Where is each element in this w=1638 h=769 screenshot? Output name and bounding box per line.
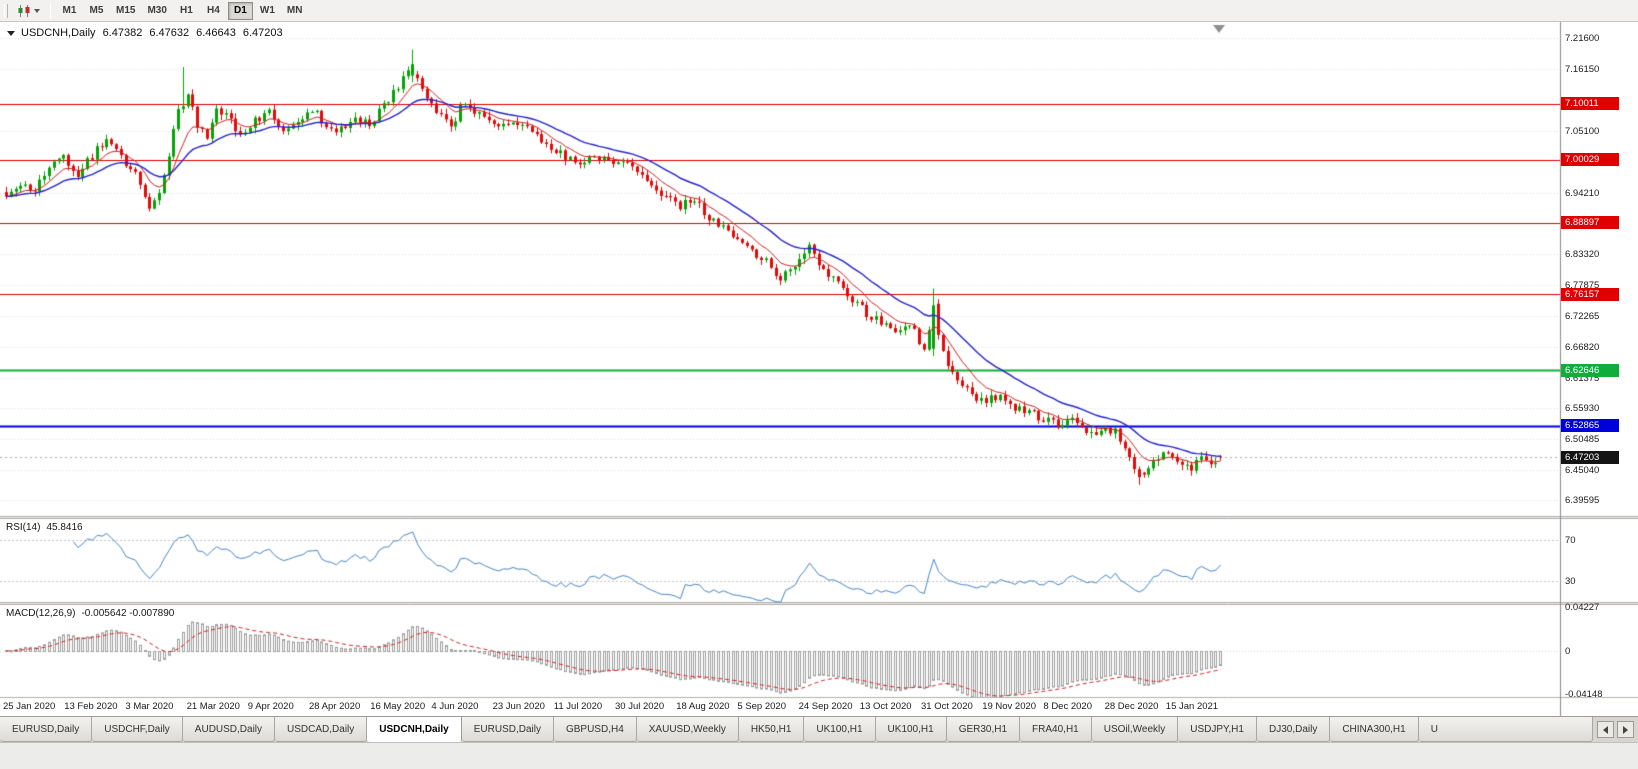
chart-tab-eurusd-daily[interactable]: EURUSD,Daily [0, 717, 93, 742]
timeframe-button-m30[interactable]: M30 [142, 2, 171, 20]
candlestick-chart-icon [18, 4, 30, 17]
rsi-value: 45.8416 [46, 522, 83, 533]
tab-scroll-buttons [1593, 717, 1638, 742]
status-bar [0, 742, 1638, 769]
chart-tab-gbpusd-h4[interactable]: GBPUSD,H4 [553, 717, 637, 742]
chart-tab-audusd-daily[interactable]: AUDUSD,Daily [182, 717, 276, 742]
chart-tab-xauusd-weekly[interactable]: XAUUSD,Weekly [636, 717, 739, 742]
toolbar-grip[interactable] [4, 3, 8, 18]
timeframe-button-m5[interactable]: M5 [84, 2, 109, 20]
rsi-indicator-label: RSI(14) 45.8416 [6, 522, 83, 533]
chart-tab-uk100-h1[interactable]: UK100,H1 [875, 717, 947, 742]
macd-name: MACD(12,26,9) [6, 608, 76, 619]
price-chart-canvas[interactable] [0, 22, 1638, 716]
bar-open-value: 6.47382 [102, 27, 143, 39]
tab-scroll-right-button[interactable] [1617, 721, 1634, 738]
bar-close-value: 6.47203 [242, 27, 283, 39]
toolbar: M1 M5 M15 M30 H1 H4 D1 W1 MN [0, 0, 1638, 22]
chart-window: USDCNH,Daily 6.47382 6.47632 6.46643 6.4… [0, 22, 1638, 716]
chart-tab-dj30-daily[interactable]: DJ30,Daily [1256, 717, 1331, 742]
chevron-down-icon [34, 8, 40, 13]
chart-tab-fra40-h1[interactable]: FRA40,H1 [1020, 717, 1092, 742]
chart-tab-china300-h1[interactable]: CHINA300,H1 [1330, 717, 1419, 742]
chart-tab-uk100-h1[interactable]: UK100,H1 [804, 717, 876, 742]
toolbar-separator [50, 2, 51, 19]
timeframe-button-m1[interactable]: M1 [57, 2, 82, 20]
bar-low-value: 6.46643 [196, 27, 236, 39]
rsi-name: RSI(14) [6, 522, 41, 533]
chart-tab-bar: EURUSD,Daily USDCHF,Daily AUDUSD,Daily USDC… [0, 716, 1638, 742]
chart-tab-ger30-h1[interactable]: GER30,H1 [946, 717, 1021, 742]
chart-tab-usdjpy-h1[interactable]: USDJPY,H1 [1178, 717, 1257, 742]
chart-tab-usdcad-daily[interactable]: USDCAD,Daily [275, 717, 368, 742]
macd-values: -0.005642 -0.007890 [81, 608, 175, 619]
macd-indicator-label: MACD(12,26,9) -0.005642 -0.007890 [6, 608, 174, 619]
chart-tab-eurusd-daily[interactable]: EURUSD,Daily [461, 717, 554, 742]
chart-tab-usoil-weekly[interactable]: USOil,Weekly [1091, 717, 1179, 742]
one-click-trading-toggle-icon[interactable] [7, 30, 15, 36]
timeframe-button-m15[interactable]: M15 [111, 2, 140, 20]
chart-tab-hk50-h1[interactable]: HK50,H1 [738, 717, 805, 742]
chevron-left-icon [1603, 725, 1608, 734]
tab-scroll-left-button[interactable] [1597, 721, 1614, 738]
chart-tab-u[interactable]: U [1418, 717, 1593, 742]
chart-tab-usdchf-daily[interactable]: USDCHF,Daily [92, 717, 183, 742]
timeframe-button-w1[interactable]: W1 [255, 2, 280, 20]
timeframe-button-d1[interactable]: D1 [227, 1, 253, 20]
timeframe-button-h1[interactable]: H1 [174, 2, 199, 20]
timeframe-button-h4[interactable]: H4 [201, 2, 226, 20]
chart-symbol-period: USDCNH,Daily [21, 27, 96, 39]
chart-tab-usdcnh-daily[interactable]: USDCNH,Daily [367, 717, 462, 742]
bar-high-value: 6.47632 [149, 27, 190, 39]
timeframe-toolbar: M1 M5 M15 M30 H1 H4 D1 W1 MN [56, 1, 308, 20]
chevron-right-icon [1623, 725, 1628, 734]
chart-type-button[interactable] [12, 2, 45, 20]
chart-title: USDCNH,Daily 6.47382 6.47632 6.46643 6.4… [7, 27, 283, 39]
timeframe-button-mn[interactable]: MN [282, 2, 308, 20]
